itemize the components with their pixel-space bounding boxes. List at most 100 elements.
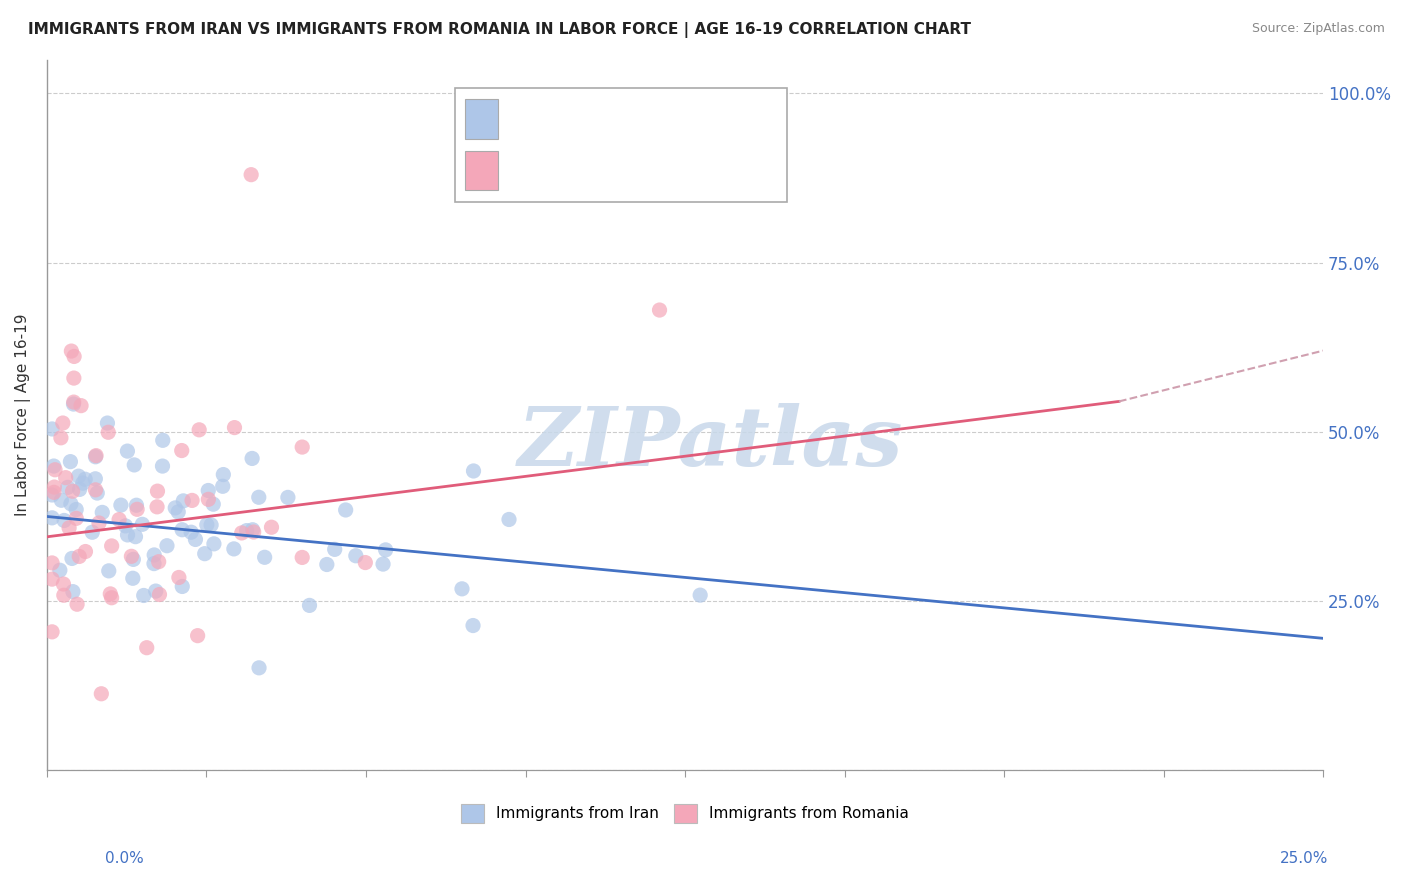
Point	[70, 399, 93, 413]
Point	[75, 544, 97, 558]
Point	[152, 459, 174, 474]
Point	[146, 484, 169, 499]
Point	[120, 549, 142, 564]
Legend: Immigrants from Iran, Immigrants from Romania: Immigrants from Iran, Immigrants from Ro…	[453, 797, 917, 830]
Point	[110, 498, 132, 512]
Point	[242, 524, 264, 539]
Point	[42, 485, 65, 500]
Point	[132, 589, 155, 603]
Point	[461, 618, 484, 632]
Point	[247, 661, 270, 675]
Point	[62, 395, 84, 409]
Point	[148, 555, 170, 569]
Point	[53, 513, 76, 527]
Point	[212, 467, 235, 482]
Text: Source: ZipAtlas.com: Source: ZipAtlas.com	[1251, 22, 1385, 36]
Point	[42, 458, 65, 473]
Point	[114, 519, 136, 533]
Point	[86, 486, 108, 500]
Point	[131, 517, 153, 532]
Point	[52, 577, 75, 591]
Point	[277, 491, 299, 505]
Point	[127, 502, 149, 516]
Point	[188, 423, 211, 437]
Point	[84, 472, 107, 486]
Point	[124, 530, 146, 544]
Point	[41, 511, 63, 525]
Point	[211, 479, 233, 493]
Point	[59, 497, 82, 511]
Point	[100, 539, 122, 553]
Point	[108, 513, 131, 527]
Point	[41, 556, 63, 570]
Point	[96, 416, 118, 430]
Point	[148, 587, 170, 601]
Point	[58, 521, 80, 535]
Point	[202, 497, 225, 511]
Point	[167, 505, 190, 519]
Point	[291, 440, 314, 454]
Point	[648, 303, 671, 318]
Point	[145, 584, 167, 599]
Point	[121, 571, 143, 585]
Point	[84, 449, 107, 463]
Point	[224, 420, 246, 434]
Text: ZIPatlas: ZIPatlas	[517, 403, 903, 483]
Text: IMMIGRANTS FROM IRAN VS IMMIGRANTS FROM ROMANIA IN LABOR FORCE | AGE 16-19 CORRE: IMMIGRANTS FROM IRAN VS IMMIGRANTS FROM …	[28, 22, 972, 38]
Point	[167, 570, 190, 584]
Point	[56, 480, 79, 494]
Point	[180, 525, 202, 540]
Point	[170, 443, 193, 458]
Point	[247, 490, 270, 504]
Point	[67, 469, 90, 483]
Point	[222, 541, 245, 556]
Point	[498, 512, 520, 526]
Point	[122, 552, 145, 566]
Point	[84, 450, 107, 464]
Point	[60, 551, 83, 566]
Point	[371, 557, 394, 571]
Point	[87, 516, 110, 530]
Point	[291, 550, 314, 565]
Point	[51, 493, 73, 508]
Point	[202, 537, 225, 551]
Point	[55, 471, 77, 485]
Point	[49, 563, 72, 577]
Point	[231, 525, 253, 540]
Text: 25.0%: 25.0%	[1281, 851, 1329, 865]
Point	[65, 511, 87, 525]
Point	[240, 168, 263, 182]
Point	[135, 640, 157, 655]
Point	[52, 588, 75, 602]
Point	[62, 484, 84, 499]
Point	[41, 488, 63, 502]
Point	[41, 624, 63, 639]
Point	[41, 572, 63, 586]
Point	[67, 549, 90, 564]
Point	[335, 503, 357, 517]
Point	[66, 597, 89, 611]
Point	[97, 425, 120, 440]
Point	[75, 472, 97, 486]
Point	[689, 588, 711, 602]
Point	[60, 344, 83, 359]
Point	[195, 517, 218, 532]
Point	[143, 557, 166, 571]
Point	[63, 350, 86, 364]
Point	[143, 548, 166, 562]
Point	[344, 549, 367, 563]
Point	[181, 493, 204, 508]
Point	[194, 547, 217, 561]
Point	[463, 464, 485, 478]
Point	[146, 500, 169, 514]
Point	[122, 458, 145, 472]
Y-axis label: In Labor Force | Age 16-19: In Labor Force | Age 16-19	[15, 314, 31, 516]
Point	[156, 539, 179, 553]
Point	[323, 542, 346, 557]
Point	[98, 587, 121, 601]
Point	[374, 542, 396, 557]
Point	[49, 431, 72, 445]
Point	[172, 523, 194, 537]
Point	[152, 434, 174, 448]
Point	[100, 591, 122, 605]
